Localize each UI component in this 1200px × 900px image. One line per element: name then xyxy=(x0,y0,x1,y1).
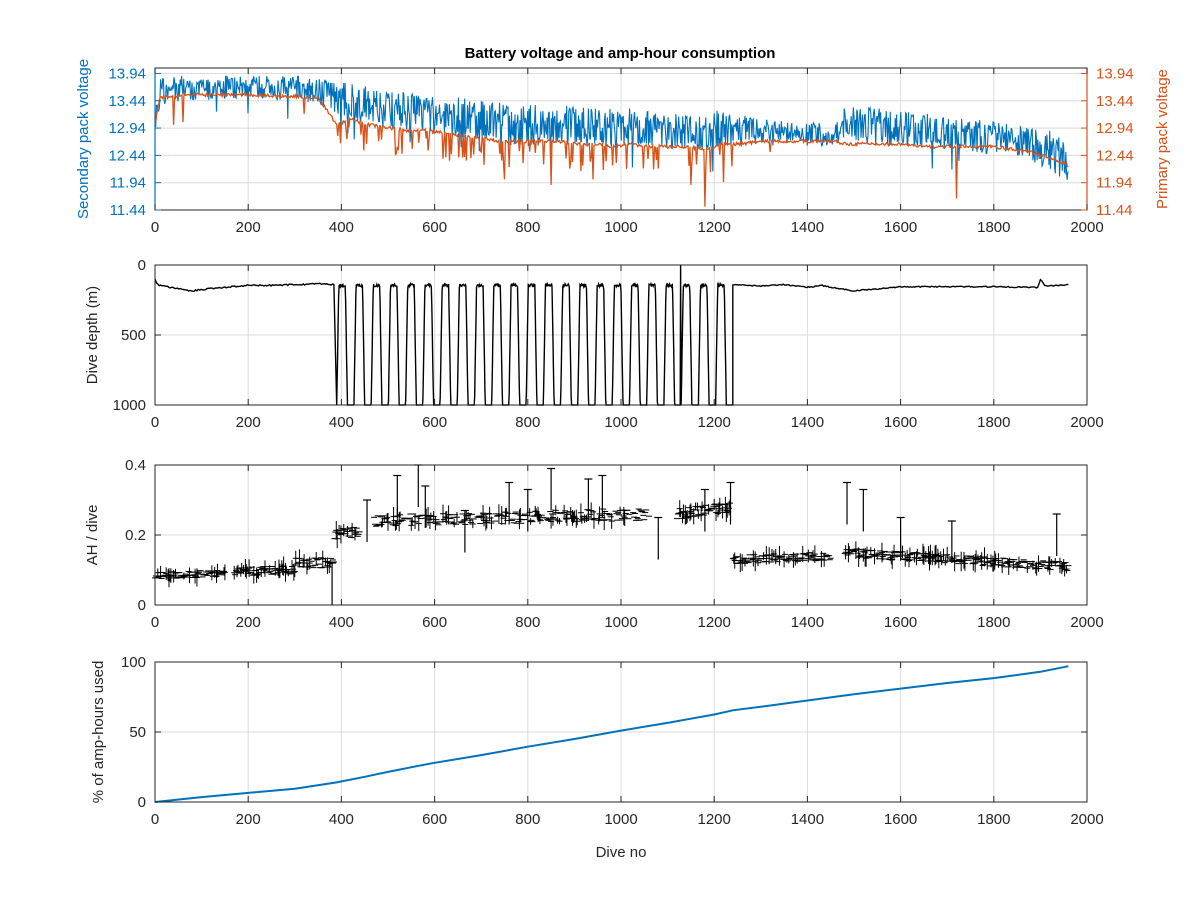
x-tick-label: 200 xyxy=(236,614,261,631)
x-tick-label: 1800 xyxy=(977,811,1010,828)
y-axis-label: Secondary pack voltage xyxy=(75,59,92,219)
y-axis-label: % of amp-hours used xyxy=(90,661,107,804)
y-tick-label: 0.4 xyxy=(125,457,146,474)
x-tick-label: 400 xyxy=(329,614,354,631)
x-axis-label: Dive no xyxy=(596,844,647,861)
voltage-subplot: 0 200 400 600 800 1000 1200 1400 1600 1800 200011.… xyxy=(75,59,1171,236)
ah-used-line xyxy=(154,665,1069,803)
x-tick-label: 1200 xyxy=(698,614,731,631)
y-tick-label: 11.44 xyxy=(110,202,146,219)
y-tick-label: 1000 xyxy=(113,397,146,414)
ah-used-subplot: 0 200 400 600 800 1000 1200 1400 1600 1800 2000 0 50… xyxy=(90,654,1104,861)
y-right-tick-label: 12.94 xyxy=(1096,120,1134,137)
x-tick-label: 600 xyxy=(422,219,447,236)
x-tick-label: 200 xyxy=(236,219,261,236)
y-right-tick-label: 11.44 xyxy=(1096,202,1132,219)
x-tick-label: 1400 xyxy=(791,414,824,431)
x-tick-label: 1800 xyxy=(977,414,1010,431)
y-tick-label: 13.44 xyxy=(108,93,146,110)
x-tick-label: 0 xyxy=(151,219,159,236)
y-axis-label: Dive depth (m) xyxy=(84,286,101,384)
x-tick-label: 1600 xyxy=(884,811,917,828)
x-tick-label: 0 xyxy=(151,811,159,828)
x-tick-label: 1800 xyxy=(977,614,1010,631)
x-tick-label: 800 xyxy=(515,219,540,236)
x-tick-label: 2000 xyxy=(1070,414,1103,431)
x-tick-label: 800 xyxy=(515,414,540,431)
x-tick-label: 1600 xyxy=(884,219,917,236)
x-tick-label: 1400 xyxy=(791,219,824,236)
y-tick-label: 0 xyxy=(138,597,146,614)
x-tick-label: 1000 xyxy=(604,614,637,631)
x-tick-label: 1200 xyxy=(698,219,731,236)
x-tick-label: 400 xyxy=(329,219,354,236)
y-tick-label: 100 xyxy=(121,654,146,671)
ah-per-dive-points xyxy=(152,464,1072,605)
figure-title: Battery voltage and amp-hour consumption xyxy=(465,45,776,62)
y-tick-label: 13.94 xyxy=(108,65,146,82)
x-tick-label: 1000 xyxy=(604,414,637,431)
y-right-tick-label: 13.44 xyxy=(1096,93,1134,110)
y-tick-label: 500 xyxy=(121,327,146,344)
x-tick-label: 200 xyxy=(236,414,261,431)
x-tick-label: 2000 xyxy=(1070,811,1103,828)
y-tick-label: 11.94 xyxy=(110,175,146,192)
x-tick-label: 800 xyxy=(515,614,540,631)
x-tick-label: 0 xyxy=(151,614,159,631)
x-tick-label: 200 xyxy=(236,811,261,828)
y-right-axis-label: Primary pack voltage xyxy=(1154,69,1171,209)
dive-depth-line xyxy=(154,264,1069,406)
x-tick-label: 1000 xyxy=(604,811,637,828)
y-right-tick-label: 12.44 xyxy=(1096,147,1134,164)
secondary-voltage-line xyxy=(154,75,1069,180)
depth-subplot: 0 200 400 600 800 1000 1200 1400 1600 1800 2000 0 50… xyxy=(84,257,1104,431)
x-tick-label: 600 xyxy=(422,614,447,631)
x-tick-label: 400 xyxy=(329,811,354,828)
ah-per-dive-subplot: 0 200 400 600 800 1000 1200 1400 1600 1800 2000 0 0.… xyxy=(84,457,1104,631)
y-right-tick-label: 11.94 xyxy=(1096,175,1132,192)
x-tick-label: 1400 xyxy=(791,811,824,828)
x-tick-label: 1200 xyxy=(698,811,731,828)
y-axis-label: AH / dive xyxy=(84,505,101,566)
x-tick-label: 1800 xyxy=(977,219,1010,236)
y-tick-label: 12.44 xyxy=(108,147,146,164)
y-tick-label: 50 xyxy=(129,724,146,741)
x-tick-label: 1400 xyxy=(791,614,824,631)
y-tick-label: 0 xyxy=(138,794,146,811)
primary-voltage-line xyxy=(154,91,1069,207)
x-tick-label: 1600 xyxy=(884,414,917,431)
x-tick-label: 1200 xyxy=(698,414,731,431)
x-tick-label: 400 xyxy=(329,414,354,431)
y-tick-label: 0.2 xyxy=(125,527,146,544)
x-tick-label: 1600 xyxy=(884,614,917,631)
x-tick-label: 1000 xyxy=(604,219,637,236)
x-tick-label: 600 xyxy=(422,811,447,828)
y-tick-label: 0 xyxy=(138,257,146,274)
x-tick-label: 2000 xyxy=(1070,614,1103,631)
x-tick-label: 2000 xyxy=(1070,219,1103,236)
x-tick-label: 600 xyxy=(422,414,447,431)
x-tick-label: 800 xyxy=(515,811,540,828)
y-right-tick-label: 13.94 xyxy=(1096,65,1134,82)
x-tick-label: 0 xyxy=(151,414,159,431)
y-tick-label: 12.94 xyxy=(108,120,146,137)
